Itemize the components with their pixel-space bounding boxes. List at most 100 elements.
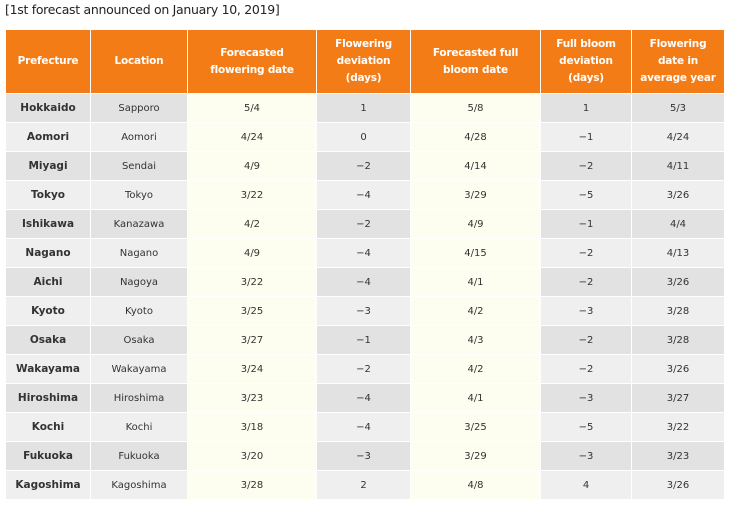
cell-average-flowering-date: 4/4 (631, 209, 725, 239)
cell-full-bloom-deviation: −5 (540, 412, 632, 442)
cell-average-flowering-date: 3/26 (631, 470, 725, 500)
cell-forecasted-full-bloom-date: 4/3 (410, 325, 541, 355)
cell-prefecture: Miyagi (5, 151, 91, 181)
cell-forecasted-flowering-date: 3/24 (187, 354, 317, 384)
cell-forecasted-flowering-date: 3/25 (187, 296, 317, 326)
cell-flowering-deviation: −3 (316, 296, 411, 326)
cell-prefecture: Kochi (5, 412, 91, 442)
cell-flowering-deviation: −2 (316, 209, 411, 239)
cell-forecasted-flowering-date: 4/9 (187, 151, 317, 181)
sakura-forecast-table: Prefecture Location Forecasted flowering… (5, 29, 725, 500)
cell-average-flowering-date: 4/11 (631, 151, 725, 181)
cell-location: Osaka (90, 325, 188, 355)
cell-full-bloom-deviation: −1 (540, 122, 632, 152)
table-row: Osaka Osaka 3/27 −1 4/3 −2 3/28 (5, 325, 725, 355)
forecast-caption: [1st forecast announced on January 10, 2… (5, 2, 280, 17)
cell-forecasted-full-bloom-date: 3/29 (410, 180, 541, 210)
cell-prefecture: Aomori (5, 122, 91, 152)
cell-forecasted-full-bloom-date: 4/2 (410, 296, 541, 326)
cell-forecasted-flowering-date: 3/18 (187, 412, 317, 442)
cell-forecasted-full-bloom-date: 4/2 (410, 354, 541, 384)
table-row: Ishikawa Kanazawa 4/2 −2 4/9 −1 4/4 (5, 209, 725, 239)
cell-location: Nagano (90, 238, 188, 268)
cell-forecasted-full-bloom-date: 4/14 (410, 151, 541, 181)
cell-location: Hiroshima (90, 383, 188, 413)
cell-location: Tokyo (90, 180, 188, 210)
table-row: Fukuoka Fukuoka 3/20 −3 3/29 −3 3/23 (5, 441, 725, 471)
table-row: Nagano Nagano 4/9 −4 4/15 −2 4/13 (5, 238, 725, 268)
cell-forecasted-flowering-date: 3/20 (187, 441, 317, 471)
cell-forecasted-flowering-date: 3/27 (187, 325, 317, 355)
cell-prefecture: Wakayama (5, 354, 91, 384)
cell-forecasted-full-bloom-date: 4/8 (410, 470, 541, 500)
cell-full-bloom-deviation: −5 (540, 180, 632, 210)
cell-average-flowering-date: 3/22 (631, 412, 725, 442)
cell-prefecture: Nagano (5, 238, 91, 268)
table-row: Aichi Nagoya 3/22 −4 4/1 −2 3/26 (5, 267, 725, 297)
header-full-bloom-deviation: Full bloom deviation (days) (540, 29, 632, 94)
cell-flowering-deviation: 2 (316, 470, 411, 500)
cell-forecasted-full-bloom-date: 4/1 (410, 383, 541, 413)
cell-full-bloom-deviation: −2 (540, 267, 632, 297)
header-prefecture: Prefecture (5, 29, 91, 94)
cell-location: Kyoto (90, 296, 188, 326)
cell-full-bloom-deviation: −3 (540, 441, 632, 471)
cell-flowering-deviation: 0 (316, 122, 411, 152)
cell-full-bloom-deviation: −2 (540, 151, 632, 181)
cell-forecasted-flowering-date: 3/22 (187, 267, 317, 297)
cell-prefecture: Osaka (5, 325, 91, 355)
cell-forecasted-flowering-date: 4/9 (187, 238, 317, 268)
table-row: Kyoto Kyoto 3/25 −3 4/2 −3 3/28 (5, 296, 725, 326)
table-row: Aomori Aomori 4/24 0 4/28 −1 4/24 (5, 122, 725, 152)
cell-flowering-deviation: −3 (316, 441, 411, 471)
cell-average-flowering-date: 3/26 (631, 267, 725, 297)
cell-full-bloom-deviation: −3 (540, 296, 632, 326)
cell-average-flowering-date: 3/23 (631, 441, 725, 471)
cell-flowering-deviation: −4 (316, 180, 411, 210)
cell-full-bloom-deviation: −2 (540, 238, 632, 268)
cell-average-flowering-date: 4/24 (631, 122, 725, 152)
cell-average-flowering-date: 3/27 (631, 383, 725, 413)
cell-average-flowering-date: 3/26 (631, 354, 725, 384)
cell-location: Fukuoka (90, 441, 188, 471)
table-row: Kagoshima Kagoshima 3/28 2 4/8 4 3/26 (5, 470, 725, 500)
cell-prefecture: Ishikawa (5, 209, 91, 239)
cell-flowering-deviation: 1 (316, 93, 411, 123)
table-row: Hiroshima Hiroshima 3/23 −4 4/1 −3 3/27 (5, 383, 725, 413)
cell-flowering-deviation: −4 (316, 383, 411, 413)
cell-location: Wakayama (90, 354, 188, 384)
cell-flowering-deviation: −1 (316, 325, 411, 355)
header-location: Location (90, 29, 188, 94)
table-row: Wakayama Wakayama 3/24 −2 4/2 −2 3/26 (5, 354, 725, 384)
header-forecasted-flowering-date: Forecasted flowering date (187, 29, 317, 94)
cell-full-bloom-deviation: −2 (540, 325, 632, 355)
cell-flowering-deviation: −2 (316, 151, 411, 181)
header-average-flowering-date: Flowering date in average year (631, 29, 725, 94)
cell-average-flowering-date: 3/26 (631, 180, 725, 210)
cell-forecasted-flowering-date: 3/22 (187, 180, 317, 210)
cell-prefecture: Hokkaido (5, 93, 91, 123)
cell-full-bloom-deviation: −2 (540, 354, 632, 384)
cell-forecasted-full-bloom-date: 4/9 (410, 209, 541, 239)
table-row: Kochi Kochi 3/18 −4 3/25 −5 3/22 (5, 412, 725, 442)
cell-prefecture: Kagoshima (5, 470, 91, 500)
cell-location: Nagoya (90, 267, 188, 297)
cell-forecasted-flowering-date: 5/4 (187, 93, 317, 123)
cell-forecasted-flowering-date: 4/2 (187, 209, 317, 239)
cell-forecasted-full-bloom-date: 5/8 (410, 93, 541, 123)
cell-location: Aomori (90, 122, 188, 152)
cell-prefecture: Kyoto (5, 296, 91, 326)
table-body: Hokkaido Sapporo 5/4 1 5/8 1 5/3 Aomori Aomori 4/… (5, 93, 725, 500)
cell-flowering-deviation: −2 (316, 354, 411, 384)
header-flowering-deviation: Flowering deviation (days) (316, 29, 411, 94)
cell-location: Kochi (90, 412, 188, 442)
header-forecasted-full-bloom-date: Forecasted full bloom date (410, 29, 541, 94)
cell-location: Kanazawa (90, 209, 188, 239)
cell-prefecture: Tokyo (5, 180, 91, 210)
cell-forecasted-full-bloom-date: 3/25 (410, 412, 541, 442)
cell-flowering-deviation: −4 (316, 412, 411, 442)
table-row: Hokkaido Sapporo 5/4 1 5/8 1 5/3 (5, 93, 725, 123)
cell-forecasted-flowering-date: 3/23 (187, 383, 317, 413)
table-row: Tokyo Tokyo 3/22 −4 3/29 −5 3/26 (5, 180, 725, 210)
cell-prefecture: Fukuoka (5, 441, 91, 471)
